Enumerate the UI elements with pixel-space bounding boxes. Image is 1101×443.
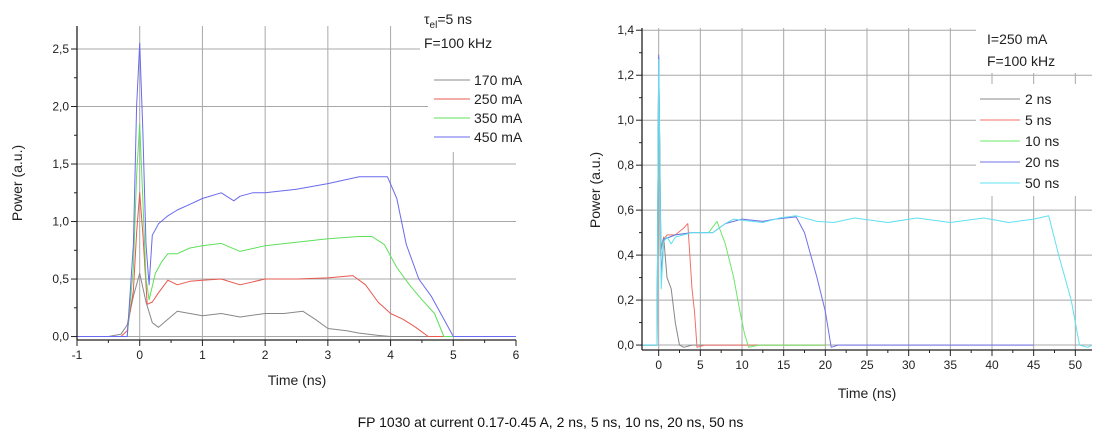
y-tick-label: 0,6 xyxy=(617,203,634,217)
x-tick-label: 5 xyxy=(450,348,457,362)
legend-label: 5 ns xyxy=(1025,112,1051,128)
series-line-10-ns xyxy=(642,59,826,348)
y-tick-label: 1,5 xyxy=(52,157,69,171)
right-annotation-current: I=250 mA xyxy=(987,31,1048,47)
series-line-250-mA xyxy=(77,192,516,337)
x-tick-label: 10 xyxy=(735,358,749,372)
y-tick-label: 0,0 xyxy=(617,338,634,352)
legend-background xyxy=(976,84,1092,196)
series-line-5-ns xyxy=(642,59,826,348)
x-tick-label: 35 xyxy=(944,358,958,372)
y-tick-label: 0,2 xyxy=(617,293,634,307)
right-legend: 2 ns 5 ns 10 ns 20 ns 50 ns xyxy=(976,84,1092,196)
y-tick-label: 1,2 xyxy=(617,68,634,82)
x-tick-label: -1 xyxy=(72,348,83,362)
series-line-350-mA xyxy=(77,123,516,337)
left-legend: 170 mA 250 mA 350 mA 450 mA xyxy=(428,66,523,152)
right-axes xyxy=(636,28,1092,356)
legend-label: 10 ns xyxy=(1025,133,1059,149)
x-tick-label: 4 xyxy=(387,348,394,362)
x-tick-label: 5 xyxy=(697,358,704,372)
y-tick-label: 2,5 xyxy=(52,42,69,56)
legend-label: 170 mA xyxy=(474,72,523,88)
x-tick-label: 30 xyxy=(902,358,916,372)
series-line-170-mA xyxy=(77,272,516,337)
left-tick-labels: -1 0 1 2 3 4 5 6 0,0 0,5 1,0 1,5 2,0 2,5 xyxy=(52,42,519,362)
x-tick-label: 2 xyxy=(262,348,269,362)
right-y-axis-title: Power (a.u.) xyxy=(587,152,603,228)
x-tick-label: 50 xyxy=(1069,358,1083,372)
legend-label: 250 mA xyxy=(474,91,523,107)
y-tick-label: 1,0 xyxy=(52,215,69,229)
x-tick-label: 1 xyxy=(199,348,206,362)
legend-label: 350 mA xyxy=(474,110,523,126)
left-x-axis-title: Time (ns) xyxy=(268,372,327,388)
right-chart: 0 5 10 15 20 25 30 35 40 45 50 0,0 0,2 0,4 0,6 0,8 1,0 1,… xyxy=(587,23,1093,401)
left-y-axis-title: Power (a.u.) xyxy=(9,145,25,221)
legend-label: 20 ns xyxy=(1025,154,1059,170)
left-annotation-freq: F=100 kHz xyxy=(424,35,492,51)
series-line-20-ns xyxy=(642,54,1034,348)
y-tick-label: 0,8 xyxy=(617,158,634,172)
y-tick-label: 1,4 xyxy=(617,23,634,37)
tau-value: =5 ns xyxy=(437,11,472,27)
left-chart: -1 0 1 2 3 4 5 6 0,0 0,5 1,0 1,5 2,0 2,5 Time (ns) Po… xyxy=(9,8,523,388)
legend-label: 2 ns xyxy=(1025,91,1051,107)
y-tick-label: 2,0 xyxy=(52,100,69,114)
figure-caption: FP 1030 at current 0.17-0.45 A, 2 ns, 5 … xyxy=(357,414,744,430)
x-tick-label: 40 xyxy=(985,358,999,372)
x-tick-label: 15 xyxy=(777,358,791,372)
x-tick-label: 0 xyxy=(136,348,143,362)
legend-label: 50 ns xyxy=(1025,175,1059,191)
series-line-2-ns xyxy=(642,56,826,348)
x-tick-label: 0 xyxy=(655,358,662,372)
x-tick-label: 6 xyxy=(513,348,520,362)
left-annotation-tau: τel=5 ns xyxy=(424,11,472,31)
y-tick-label: 0,5 xyxy=(52,272,69,286)
right-annotation-freq: F=100 kHz xyxy=(987,53,1055,69)
right-x-axis-title: Time (ns) xyxy=(838,385,897,401)
x-tick-label: 3 xyxy=(325,348,332,362)
y-tick-label: 1,0 xyxy=(617,113,634,127)
right-annotation-bg xyxy=(976,28,1092,73)
x-tick-label: 20 xyxy=(819,358,833,372)
x-tick-label: 25 xyxy=(860,358,874,372)
tau-symbol: τ xyxy=(424,11,430,27)
tau-subscript: el xyxy=(430,20,438,31)
legend-label: 450 mA xyxy=(474,129,523,145)
right-series xyxy=(642,54,1093,348)
right-tick-labels: 0 5 10 15 20 25 30 35 40 45 50 0,0 0,2 0,4 0,6 0,8 1,0 1,… xyxy=(617,23,1082,372)
series-line-50-ns xyxy=(642,59,1093,348)
right-annotation: I=250 mA F=100 kHz xyxy=(976,28,1092,73)
x-tick-label: 45 xyxy=(1027,358,1041,372)
series-line-450-mA xyxy=(77,42,516,337)
left-series xyxy=(77,42,516,337)
left-axes xyxy=(71,26,517,346)
y-tick-label: 0,0 xyxy=(52,330,69,344)
y-tick-label: 0,4 xyxy=(617,248,634,262)
